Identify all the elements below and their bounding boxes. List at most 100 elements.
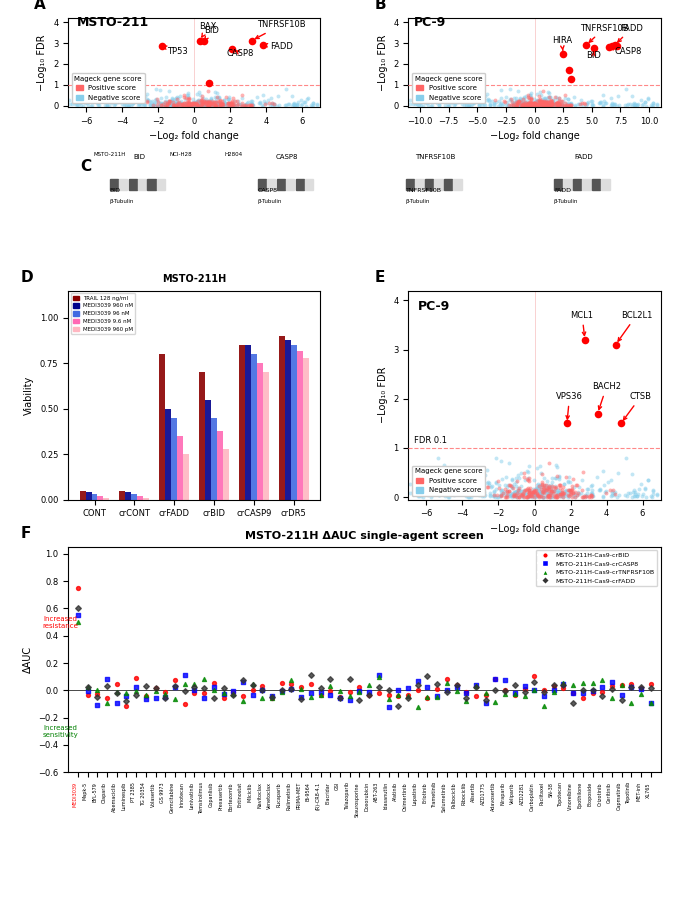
Point — [537, 484, 548, 498]
Point — [553, 95, 564, 110]
Point — [505, 486, 516, 500]
Point — [528, 484, 539, 498]
Point — [607, 96, 618, 110]
Point — [512, 97, 523, 111]
Point — [178, 95, 189, 110]
Point — [102, 97, 113, 111]
Point — [209, 96, 220, 110]
Point — [556, 97, 567, 111]
Text: CASP8: CASP8 — [257, 188, 278, 193]
Point — [610, 338, 621, 352]
Point — [641, 99, 652, 113]
Point — [627, 89, 637, 103]
Point — [493, 99, 504, 113]
Point — [215, 98, 225, 112]
Point — [539, 97, 550, 111]
Point — [507, 94, 518, 109]
Point — [222, 97, 233, 111]
Point — [194, 98, 205, 112]
Point — [547, 97, 558, 111]
Point — [512, 99, 523, 113]
Point — [226, 99, 237, 113]
Point — [481, 92, 492, 107]
Y-axis label: ΔAUC: ΔAUC — [22, 646, 33, 674]
Point — [542, 93, 553, 108]
Point — [537, 475, 548, 489]
Point — [513, 471, 524, 485]
Point — [212, 97, 223, 111]
Point — [543, 98, 554, 112]
Point — [148, 98, 159, 112]
Point — [496, 95, 507, 110]
Point — [194, 98, 205, 112]
MSTO-211H-Cas9-crTNFRSF10B — [92, 682, 103, 697]
Point — [511, 98, 522, 112]
MSTO-211H-Cas9-crTNFRSF10B — [646, 696, 656, 710]
Point — [522, 95, 533, 110]
Point — [172, 92, 183, 106]
Point — [632, 98, 643, 112]
Bar — [592, 180, 600, 189]
Point — [203, 84, 214, 98]
Point — [501, 470, 512, 484]
Point — [181, 95, 192, 110]
Bar — [119, 180, 127, 189]
Point — [163, 96, 174, 110]
Point — [426, 468, 437, 482]
Point — [526, 96, 537, 110]
Point — [481, 87, 492, 101]
Point — [503, 98, 514, 112]
Point — [543, 487, 554, 501]
Point — [439, 85, 449, 100]
MSTO-211H-Cas9-crTNFRSF10B — [480, 686, 491, 700]
Point — [71, 96, 82, 110]
Point — [575, 97, 586, 111]
Point — [632, 487, 643, 501]
Point — [247, 97, 257, 111]
Point — [525, 91, 536, 105]
Point — [533, 93, 544, 108]
Point — [515, 92, 526, 106]
Point — [269, 97, 280, 111]
Point — [580, 97, 591, 111]
Point — [536, 477, 547, 491]
MSTO-211H-Cas9-crTNFRSF10B — [402, 689, 413, 703]
Point — [545, 97, 556, 111]
Point — [229, 99, 240, 113]
Point — [247, 33, 257, 48]
Point — [223, 96, 234, 110]
Y-axis label: −Log₁₀ FDR: −Log₁₀ FDR — [378, 34, 387, 91]
Point — [246, 98, 257, 112]
Point — [652, 487, 663, 501]
Point — [551, 489, 562, 504]
MSTO-211H-Cas9-crFADD — [227, 687, 238, 701]
MSTO-211H-Cas9-crFADD — [306, 668, 317, 682]
Point — [166, 99, 177, 113]
Point — [629, 96, 640, 110]
Point — [535, 99, 545, 113]
MSTO-211H-Cas9-crBID — [422, 691, 433, 705]
X-axis label: −Log₂ fold change: −Log₂ fold change — [149, 131, 239, 141]
Point — [517, 487, 528, 501]
MSTO-211H-Cas9-crFADD — [170, 679, 180, 693]
Point — [415, 95, 426, 110]
Point — [496, 483, 507, 497]
Point — [541, 96, 552, 110]
Point — [580, 332, 590, 347]
Point — [257, 88, 268, 102]
Point — [195, 93, 206, 108]
Point — [636, 489, 647, 504]
Y-axis label: −Log₁₀ FDR: −Log₁₀ FDR — [378, 367, 387, 423]
Point — [621, 98, 632, 112]
Point — [525, 94, 536, 109]
MSTO-211H-Cas9-crCASP8 — [548, 682, 559, 697]
Point — [557, 487, 568, 501]
Point — [148, 98, 159, 112]
Point — [580, 489, 591, 504]
Point — [182, 98, 193, 112]
Point — [566, 483, 577, 497]
Point — [543, 94, 554, 109]
Point — [637, 487, 648, 501]
Point — [570, 478, 581, 492]
Point — [503, 479, 513, 493]
